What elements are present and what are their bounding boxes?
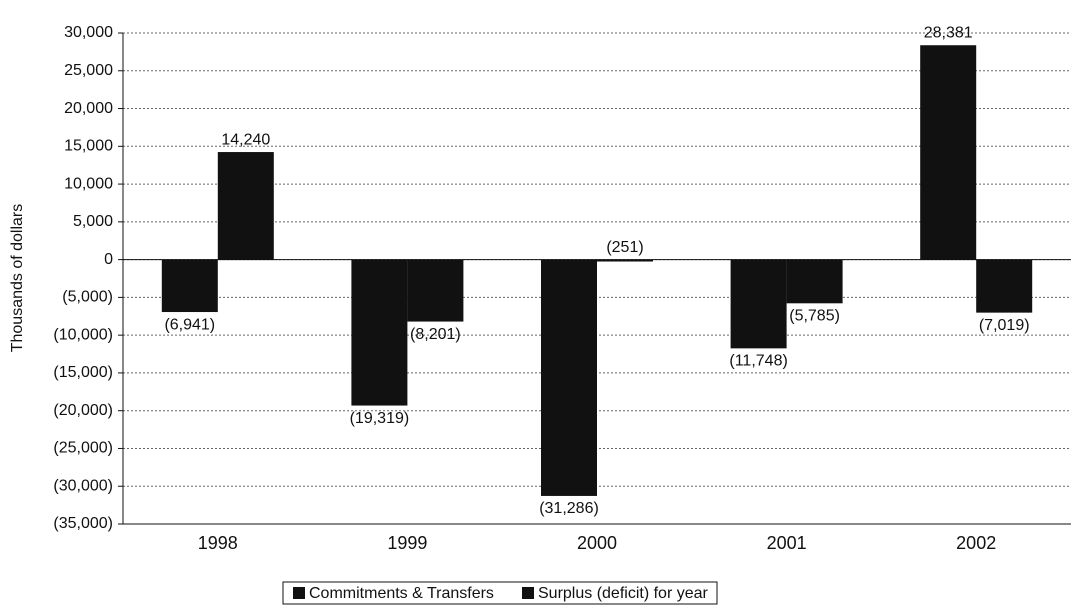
value-label: (5,785) <box>789 308 840 325</box>
y-tick-label: (10,000) <box>53 326 113 343</box>
legend-label: Commitments & Transfers <box>309 585 494 602</box>
bar <box>161 259 218 313</box>
x-tick-label: 2000 <box>577 533 617 553</box>
value-label: (31,286) <box>539 500 599 517</box>
legend-swatch <box>293 587 305 599</box>
x-tick-label: 2001 <box>767 533 807 553</box>
y-tick-label: 30,000 <box>64 24 113 41</box>
bar <box>407 259 464 322</box>
bar <box>217 152 274 260</box>
y-tick-label: (5,000) <box>62 289 113 306</box>
legend <box>282 581 718 605</box>
legend-swatch <box>522 587 534 599</box>
value-label: (6,941) <box>164 316 215 333</box>
legend-label: Surplus (deficit) for year <box>538 585 709 602</box>
y-tick-label: (35,000) <box>53 515 113 532</box>
bar <box>597 259 653 262</box>
bar <box>976 259 1033 313</box>
y-tick-label: 25,000 <box>64 62 113 79</box>
y-tick-label: (30,000) <box>53 477 113 494</box>
y-tick-label: (20,000) <box>53 402 113 419</box>
x-tick-label: 1999 <box>387 533 427 553</box>
value-label: (251) <box>606 239 643 256</box>
y-tick-label: 0 <box>104 251 113 268</box>
bar <box>541 259 597 496</box>
y-tick-label: 15,000 <box>64 138 113 155</box>
value-label: (7,019) <box>979 317 1030 334</box>
y-tick-label: (25,000) <box>53 440 113 457</box>
y-tick-label: (15,000) <box>53 364 113 381</box>
y-axis-label: Thousands of dollars <box>9 204 26 353</box>
value-label: (19,319) <box>350 410 410 427</box>
x-tick-label: 1998 <box>198 533 238 553</box>
value-label: 28,381 <box>924 24 973 41</box>
value-label: 14,240 <box>221 131 270 148</box>
y-tick-label: 10,000 <box>64 175 113 192</box>
value-label: (8,201) <box>410 326 461 343</box>
y-tick-label: 5,000 <box>73 213 113 230</box>
bar <box>730 259 787 349</box>
value-label: (11,748) <box>729 353 787 370</box>
x-tick-label: 2002 <box>956 533 996 553</box>
bar <box>920 45 977 260</box>
y-tick-label: 20,000 <box>64 100 113 117</box>
bar <box>351 259 408 406</box>
bar <box>786 259 843 304</box>
